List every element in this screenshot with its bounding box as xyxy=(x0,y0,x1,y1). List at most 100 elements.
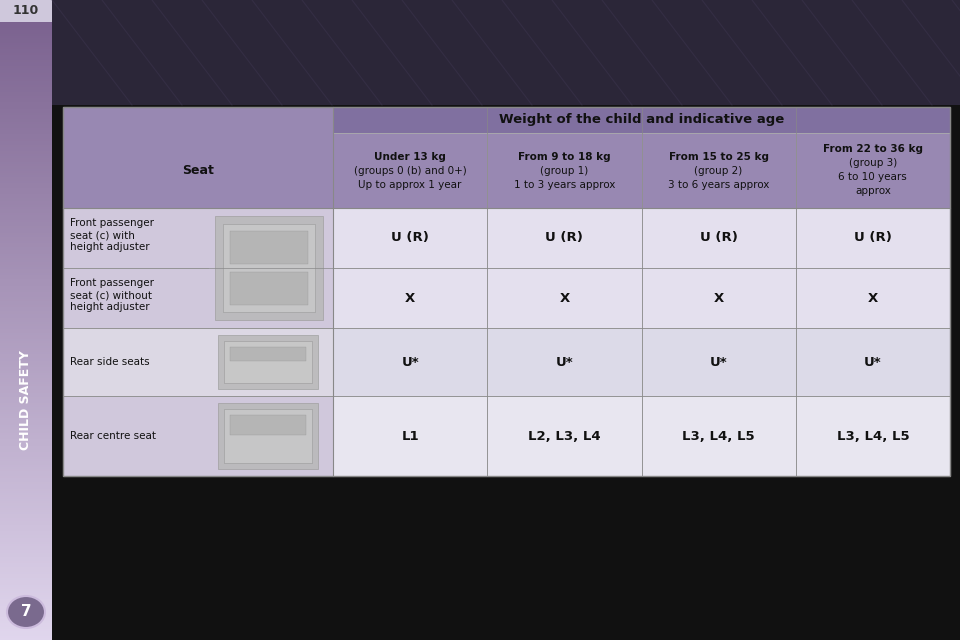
Bar xyxy=(0,175,52,177)
Bar xyxy=(0,504,52,506)
Bar xyxy=(0,168,52,171)
Bar xyxy=(0,239,52,241)
Bar xyxy=(0,360,52,363)
Bar xyxy=(0,358,52,360)
Bar xyxy=(0,326,52,328)
Bar xyxy=(0,446,52,448)
Bar xyxy=(0,205,52,207)
Bar xyxy=(52,0,960,105)
Bar xyxy=(0,448,52,450)
Bar xyxy=(0,196,52,198)
Bar xyxy=(0,280,52,282)
Bar xyxy=(0,213,52,216)
Bar xyxy=(0,0,52,22)
Bar xyxy=(0,433,52,435)
Bar xyxy=(0,331,52,333)
Bar xyxy=(0,292,52,294)
Bar xyxy=(0,143,52,145)
Bar xyxy=(641,268,796,328)
Bar xyxy=(0,634,52,636)
Bar xyxy=(0,79,52,81)
Bar xyxy=(0,262,52,264)
Bar xyxy=(0,200,52,203)
Bar xyxy=(0,463,52,465)
Bar xyxy=(0,0,52,2)
Bar xyxy=(796,268,950,328)
Bar xyxy=(0,461,52,463)
Bar xyxy=(0,638,52,640)
Bar xyxy=(0,21,52,24)
Bar xyxy=(0,284,52,286)
Bar xyxy=(0,318,52,320)
Bar xyxy=(0,380,52,382)
Bar xyxy=(0,30,52,32)
Text: approx: approx xyxy=(855,186,891,196)
Bar xyxy=(0,486,52,488)
Bar xyxy=(0,171,52,173)
Bar xyxy=(0,218,52,220)
Text: seat (c) with: seat (c) with xyxy=(70,230,134,240)
Bar xyxy=(0,454,52,456)
Bar xyxy=(0,117,52,120)
Text: (groups 0 (b) and 0+): (groups 0 (b) and 0+) xyxy=(353,166,467,175)
Bar xyxy=(796,133,950,208)
Bar xyxy=(0,574,52,576)
Bar xyxy=(0,365,52,367)
Bar xyxy=(0,616,52,619)
Text: Front passenger: Front passenger xyxy=(70,218,154,228)
Bar xyxy=(0,602,52,604)
Bar xyxy=(488,396,641,476)
Bar xyxy=(0,418,52,420)
Bar xyxy=(0,467,52,469)
Bar xyxy=(0,629,52,632)
Bar xyxy=(218,335,318,389)
Bar xyxy=(0,476,52,478)
Bar xyxy=(0,497,52,499)
Text: CHILD SAFETY: CHILD SAFETY xyxy=(19,350,33,450)
Bar xyxy=(0,126,52,128)
Bar xyxy=(0,207,52,209)
Bar xyxy=(0,424,52,427)
Bar xyxy=(0,619,52,621)
Bar xyxy=(0,608,52,610)
Bar xyxy=(0,341,52,344)
Text: height adjuster: height adjuster xyxy=(70,242,150,252)
Bar xyxy=(0,593,52,595)
Bar xyxy=(0,484,52,486)
Text: X: X xyxy=(405,291,416,305)
Bar xyxy=(0,307,52,309)
Bar xyxy=(0,232,52,235)
Bar xyxy=(0,591,52,593)
Bar xyxy=(0,216,52,218)
Text: L3, L4, L5: L3, L4, L5 xyxy=(683,429,755,442)
Bar xyxy=(0,403,52,405)
Bar xyxy=(0,94,52,96)
Bar xyxy=(0,267,52,269)
Bar xyxy=(0,604,52,606)
Bar xyxy=(0,397,52,399)
Bar xyxy=(0,113,52,115)
Bar xyxy=(0,92,52,94)
Bar xyxy=(0,8,52,11)
Bar xyxy=(0,506,52,508)
Bar xyxy=(333,396,488,476)
Bar xyxy=(224,341,312,383)
Bar xyxy=(0,525,52,527)
Bar xyxy=(0,335,52,337)
Text: Rear centre seat: Rear centre seat xyxy=(70,431,156,441)
Bar xyxy=(0,320,52,322)
Bar xyxy=(0,252,52,254)
Bar xyxy=(333,268,488,328)
Bar xyxy=(0,6,52,8)
Bar xyxy=(0,314,52,316)
Bar xyxy=(0,576,52,578)
Text: Seat: Seat xyxy=(182,164,214,177)
Bar xyxy=(0,491,52,493)
Bar xyxy=(0,437,52,440)
Bar xyxy=(0,324,52,326)
Text: U (R): U (R) xyxy=(545,232,584,244)
Bar xyxy=(0,472,52,474)
Bar xyxy=(0,96,52,98)
Bar xyxy=(0,346,52,348)
Bar xyxy=(0,401,52,403)
